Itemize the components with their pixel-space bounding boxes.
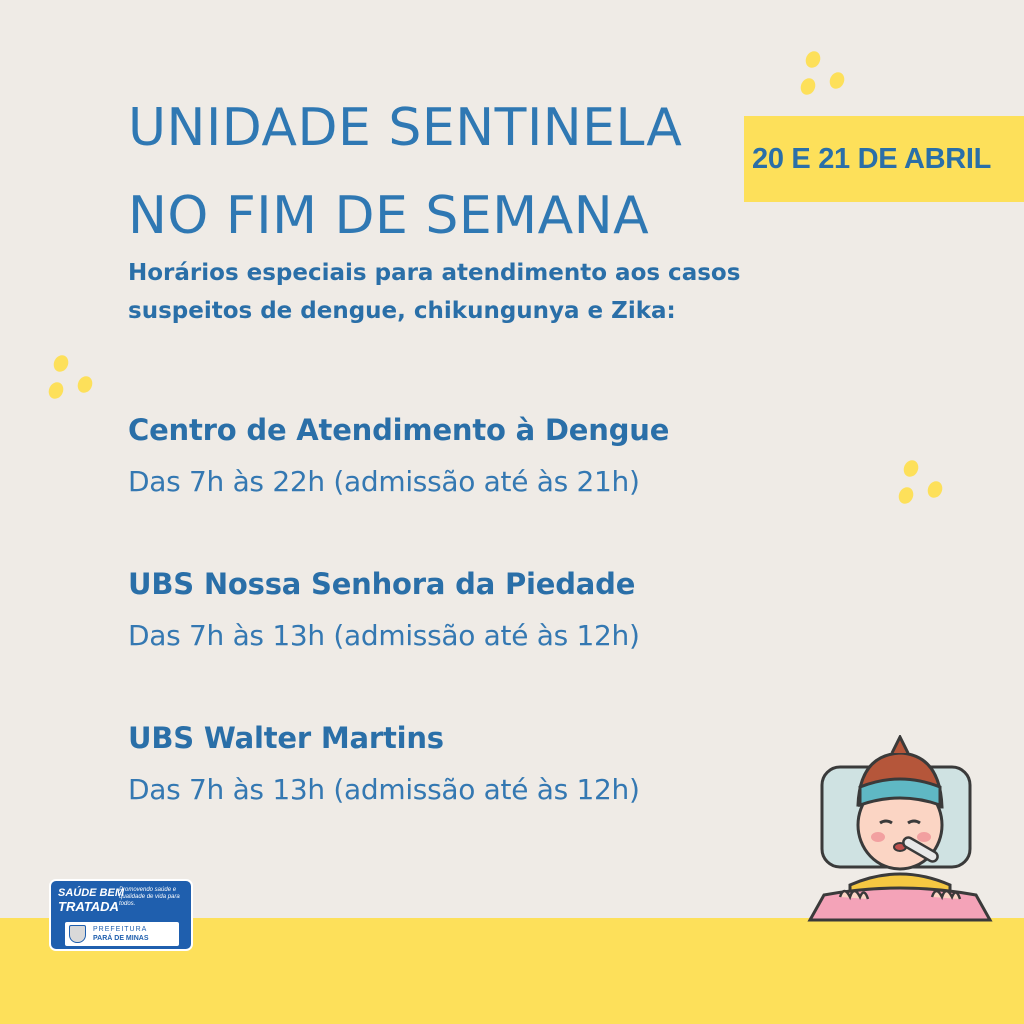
location-ubs-walter: UBS Walter Martins Das 7h às 13h (admiss… [128,713,640,817]
location-ubs-piedade: UBS Nossa Senhora da Piedade Das 7h às 1… [128,559,640,663]
date-badge-text: 20 E 21 DE ABRIL [752,142,992,175]
logo-tagline: Promovendo saúde e qualidade de vida par… [119,887,180,907]
location-centro-dengue: Centro de Atendimento à Dengue Das 7h às… [128,405,669,509]
subtitle-line-1: Horários especiais para atendimento aos … [128,260,741,286]
prefeitura-label: PREFEITURA [93,926,148,933]
title-line-2: NO FIM DE SEMANA [128,186,650,246]
subtitle: Horários especiais para atendimento aos … [128,254,888,330]
date-badge: 20 E 21 DE ABRIL [744,116,1024,202]
saude-bem-tratada-logo: SAÚDE BEM TRATADA Promovendo saúde e qua… [49,879,193,951]
location-name: UBS Walter Martins [128,721,444,755]
location-hours: Das 7h às 13h (admissão até às 12h) [128,773,640,806]
location-hours: Das 7h às 22h (admissão até às 21h) [128,465,640,498]
city-name: PARÁ DE MINAS [93,935,149,942]
logo-line-2: TRATADA [58,899,119,914]
prefeitura-box: PREFEITURA PARÁ DE MINAS [65,922,179,946]
logo-line-1: SAÚDE BEM [58,887,125,899]
city-crest-icon [69,925,86,943]
page-title: UNIDADE SENTINELA NO FIM DE SEMANA [128,84,682,260]
subtitle-line-2: suspeitos de dengue, chikungunya e Zika: [128,298,676,324]
title-line-1: UNIDADE SENTINELA [128,98,683,158]
location-hours: Das 7h às 13h (admissão até às 12h) [128,619,640,652]
location-name: UBS Nossa Senhora da Piedade [128,567,636,601]
location-name: Centro de Atendimento à Dengue [128,413,670,447]
sick-person-thermometer-icon [807,735,993,922]
